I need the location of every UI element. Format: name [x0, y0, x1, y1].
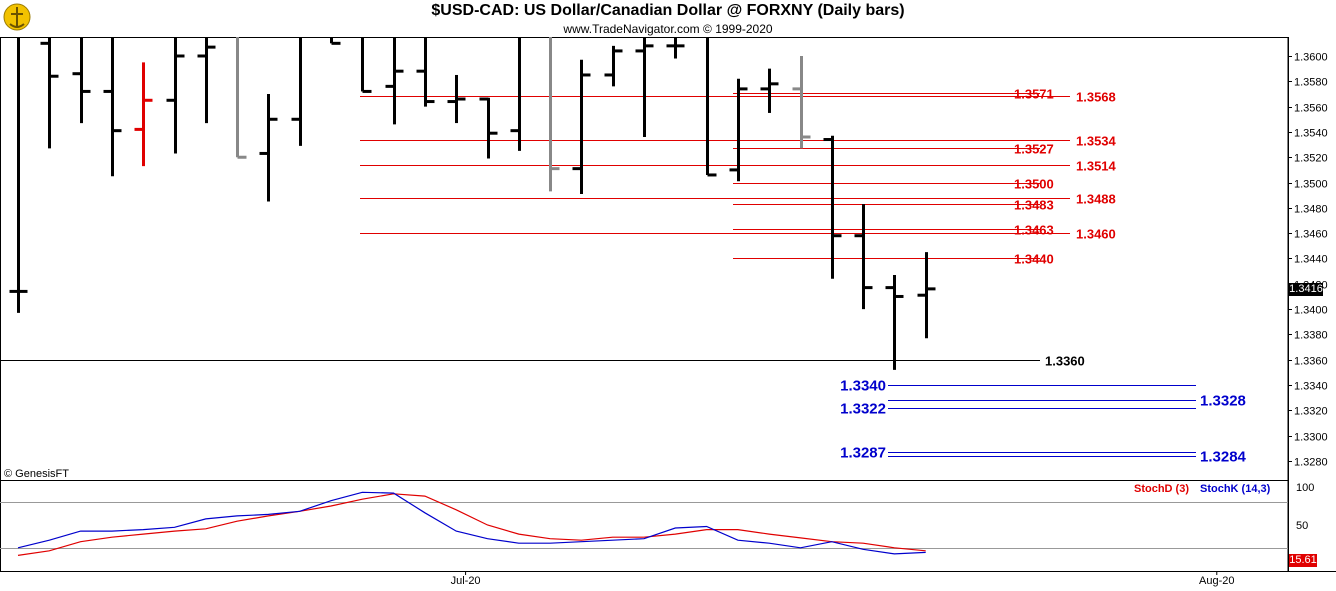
stoch-k-line: [17, 491, 926, 555]
price-tick-label: 1.3560: [1294, 103, 1328, 115]
level-label: 1.3340: [840, 378, 886, 395]
price-tick-label: 1.3520: [1294, 153, 1328, 165]
legend-stoch-k: StochK (14,3): [1200, 483, 1271, 495]
price-tick-label: 1.3340: [1294, 381, 1328, 393]
price-tick-label: 1.3360: [1294, 356, 1328, 368]
level-label: 1.3568: [1076, 90, 1116, 105]
price-tick-label: 1.3460: [1294, 229, 1328, 241]
level-label: 1.3500: [1014, 177, 1054, 192]
level-label: 1.3440: [1014, 252, 1054, 267]
price-tick-label: 1.3600: [1294, 52, 1328, 64]
genesis-logo-icon: [3, 3, 31, 31]
price-tick-label: 1.3280: [1294, 457, 1328, 469]
level-label: 1.3322: [840, 401, 886, 418]
price-tick-label: 1.3380: [1294, 330, 1328, 342]
level-label: 1.3488: [1076, 192, 1116, 207]
price-tick-label: 1.3580: [1294, 77, 1328, 89]
price-bars: [9, 37, 936, 370]
current-stoch-badge: 15.61: [1289, 554, 1317, 567]
level-label: 1.3571: [1014, 87, 1054, 102]
price-tick-label: 1.3480: [1294, 204, 1328, 216]
data-credit: © GenesisFT: [4, 468, 69, 480]
level-label: 1.3460: [1076, 227, 1116, 242]
price-tick-label: 1.3440: [1294, 254, 1328, 266]
level-label: 1.3514: [1076, 159, 1117, 174]
price-tick-label: 1.3320: [1294, 406, 1328, 418]
price-tick-label: 1.3400: [1294, 305, 1328, 317]
level-label: 1.3527: [1014, 142, 1054, 157]
level-label: 1.3360: [1045, 354, 1085, 369]
level-label: 1.3463: [1014, 223, 1054, 238]
time-tick-label: Aug-20: [1199, 575, 1234, 587]
price-axis: 1.3600 1.3580 1.3560 1.3540 1.3520 1.3500 1.34…: [1288, 52, 1328, 469]
stoch-d-line: [17, 493, 926, 556]
stoch-tick-label: 100: [1296, 482, 1314, 494]
price-levels: 1.3571 1.3568 1.3534 1.3527 1.3514 1.3500 1.34…: [0, 87, 1247, 466]
stochastic-panel: 100 50: [0, 482, 1314, 556]
time-tick-label: Jul-20: [451, 575, 481, 587]
price-tick-label: 1.3540: [1294, 128, 1328, 140]
level-label: 1.3284: [1200, 449, 1247, 466]
level-label: 1.3287: [840, 445, 886, 462]
level-label: 1.3483: [1014, 198, 1054, 213]
level-label: 1.3328: [1200, 393, 1246, 410]
price-tick-label: 1.3300: [1294, 432, 1328, 444]
current-price-badge: 1.3416: [1289, 283, 1323, 296]
chart-subtitle: www.TradeNavigator.com © 1999-2020: [563, 22, 773, 36]
chart-title: $USD-CAD: US Dollar/Canadian Dollar @ FO…: [431, 2, 905, 19]
price-tick-label: 1.3500: [1294, 179, 1328, 191]
time-axis: Jul-20 Aug-20: [451, 571, 1235, 587]
level-label: 1.3534: [1076, 134, 1117, 149]
legend-stoch-d: StochD (3): [1134, 483, 1189, 495]
stoch-tick-label: 50: [1296, 520, 1308, 532]
